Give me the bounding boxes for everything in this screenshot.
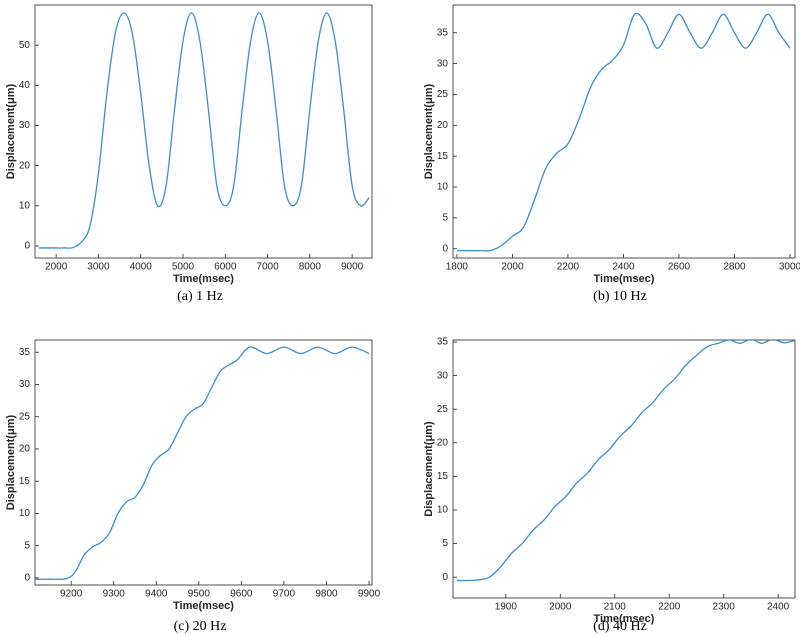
y-axis-label: Displacement(μm) bbox=[423, 83, 435, 179]
y-tick-label: 15 bbox=[437, 471, 449, 482]
plot-area bbox=[34, 339, 373, 586]
x-tick-label: 9200 bbox=[60, 589, 83, 600]
x-tick-label: 2200 bbox=[557, 262, 580, 273]
y-tick-label: 40 bbox=[19, 80, 31, 91]
y-tick-label: 25 bbox=[19, 411, 31, 422]
x-tick-label: 7000 bbox=[256, 262, 279, 273]
y-tick-label: 25 bbox=[437, 404, 449, 415]
x-tick-label: 2300 bbox=[713, 602, 736, 613]
x-tick-label: 4000 bbox=[130, 262, 153, 273]
y-axis-label: Displacement(μm) bbox=[5, 83, 17, 179]
x-tick-label: 9000 bbox=[341, 262, 364, 273]
x-axis-label: Time(msec) bbox=[173, 600, 234, 612]
y-tick-label: 10 bbox=[437, 182, 449, 193]
y-axis-label: Displacement(μm) bbox=[423, 421, 435, 517]
caption: (d) 40 Hz bbox=[593, 619, 647, 634]
x-tick-label: 2200 bbox=[658, 602, 681, 613]
y-tick-label: 30 bbox=[19, 120, 31, 131]
y-tick-label: 35 bbox=[437, 337, 449, 348]
x-tick-label: 9600 bbox=[230, 589, 253, 600]
plot-area bbox=[452, 4, 796, 259]
y-tick-label: 10 bbox=[437, 505, 449, 516]
y-tick-label: 20 bbox=[19, 444, 31, 455]
y-tick-label: 20 bbox=[437, 437, 449, 448]
x-tick-label: 2000 bbox=[549, 602, 572, 613]
y-tick-label: 10 bbox=[19, 508, 31, 519]
caption: (a) 1 Hz bbox=[177, 289, 223, 304]
x-tick-label: 2000 bbox=[45, 262, 68, 273]
x-tick-label: 9800 bbox=[315, 589, 338, 600]
y-tick-label: 30 bbox=[437, 58, 449, 69]
x-tick-label: 6000 bbox=[214, 262, 237, 273]
x-tick-label: 1900 bbox=[495, 602, 518, 613]
x-tick-label: 2600 bbox=[668, 262, 691, 273]
x-tick-label: 3000 bbox=[779, 262, 800, 273]
x-tick-label: 2000 bbox=[501, 262, 524, 273]
y-tick-label: 50 bbox=[19, 40, 31, 51]
x-tick-label: 9500 bbox=[188, 589, 211, 600]
y-tick-label: 35 bbox=[19, 347, 31, 358]
x-tick-label: 5000 bbox=[172, 262, 195, 273]
y-tick-label: 5 bbox=[442, 538, 448, 549]
y-tick-label: 15 bbox=[437, 151, 449, 162]
x-tick-label: 9400 bbox=[145, 589, 168, 600]
y-tick-label: 0 bbox=[442, 572, 448, 583]
x-tick-label: 8000 bbox=[299, 262, 322, 273]
y-axis-label: Displacement(μm) bbox=[5, 414, 17, 510]
x-tick-label: 2400 bbox=[612, 262, 635, 273]
y-tick-label: 15 bbox=[19, 476, 31, 487]
y-tick-label: 30 bbox=[437, 370, 449, 381]
data-line bbox=[39, 12, 370, 249]
y-tick-label: 10 bbox=[19, 200, 31, 211]
data-line bbox=[456, 12, 791, 252]
y-tick-label: 0 bbox=[24, 241, 30, 252]
caption: (c) 20 Hz bbox=[174, 619, 227, 634]
data-line bbox=[456, 340, 795, 582]
y-tick-label: 0 bbox=[24, 573, 30, 584]
y-tick-label: 20 bbox=[437, 120, 449, 131]
plot-area bbox=[34, 4, 373, 259]
y-tick-label: 5 bbox=[442, 213, 448, 224]
plot-area bbox=[452, 339, 796, 599]
x-tick-label: 9900 bbox=[358, 589, 381, 600]
x-axis-label: Time(msec) bbox=[173, 273, 234, 285]
y-tick-label: 0 bbox=[442, 243, 448, 254]
x-axis-label: Time(msec) bbox=[594, 273, 655, 285]
y-tick-label: 25 bbox=[437, 89, 449, 100]
x-axis-label: Time(msec) bbox=[594, 613, 655, 625]
x-tick-label: 1800 bbox=[446, 262, 469, 273]
y-tick-label: 30 bbox=[19, 379, 31, 390]
y-tick-label: 5 bbox=[24, 540, 30, 551]
x-tick-label: 9700 bbox=[273, 589, 296, 600]
y-tick-label: 20 bbox=[19, 160, 31, 171]
x-tick-label: 9300 bbox=[103, 589, 126, 600]
x-tick-label: 2100 bbox=[604, 602, 627, 613]
x-tick-label: 2800 bbox=[723, 262, 746, 273]
caption: (b) 10 Hz bbox=[593, 289, 647, 304]
x-tick-label: 2400 bbox=[767, 602, 790, 613]
y-tick-label: 35 bbox=[437, 27, 449, 38]
x-tick-label: 3000 bbox=[87, 262, 110, 273]
data-line bbox=[35, 346, 370, 580]
